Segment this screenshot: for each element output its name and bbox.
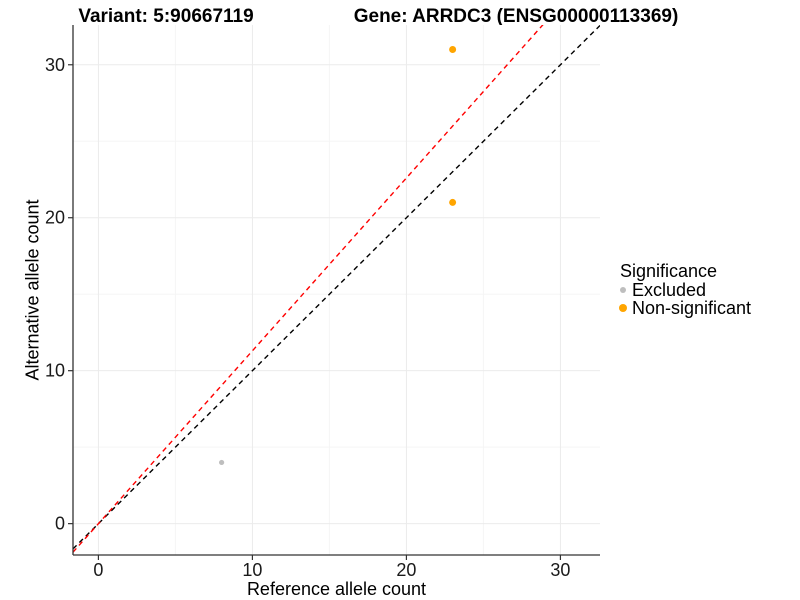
y-tick-label: 0 [55,514,65,534]
y-tick-label: 10 [45,361,65,381]
legend-item-label: Excluded [632,279,707,300]
x-axis-title: Reference allele count [246,579,427,599]
legend-item-label: Non-significant [632,297,752,318]
data-point-non-significant [449,45,457,53]
legend: Significance Excluded Non-significant [612,261,752,318]
y-tick-label: 30 [45,55,65,75]
data-point-non-significant [449,198,457,206]
variant-title: Variant: 5:90667119 [78,6,254,27]
excluded-point-icon [616,287,629,293]
non-significant-point-icon [616,304,629,312]
x-tick-label: 10 [242,560,262,580]
legend-item-excluded: Excluded [612,279,751,300]
plot-panel [73,25,600,555]
identity-line [73,25,600,550]
x-tick-label: 20 [396,560,416,580]
data-point-excluded [219,459,225,466]
y-axis-title: Alternative allele count [22,199,43,381]
legend-item-non-significant: Non-significant [612,297,752,318]
expected-ratio-line [73,25,544,553]
legend-title: Significance [620,261,718,281]
x-tick-label: 0 [93,560,103,580]
gene-title: Gene: ARRDC3 (ENSG00000113369) [353,6,679,27]
y-tick-label: 20 [45,208,65,228]
x-tick-label: 30 [550,560,570,580]
